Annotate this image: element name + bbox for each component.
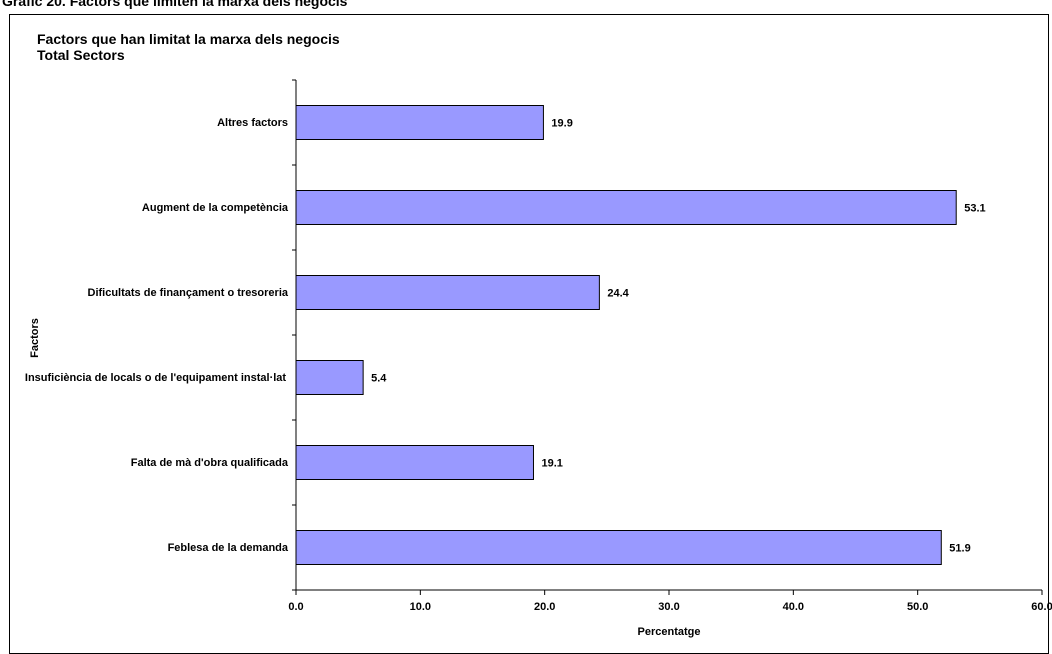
x-tick-label: 0.0 [288,601,303,613]
chart-subtitle: Total Sectors [37,47,125,63]
category-label: Altres factors [217,116,288,129]
bar [295,360,364,395]
bar [295,275,600,310]
x-tick-label: 30.0 [658,601,679,613]
category-label: Feblesa de la demanda [167,541,288,554]
figure-header: Gràfic 20. Factors que limiten la marxa … [2,0,348,9]
bar [295,445,534,480]
x-tick-label: 20.0 [534,601,555,613]
chart-title-block: Factors que han limitat la marxa dels ne… [37,31,340,63]
bar-value-label: 53.1 [964,203,985,215]
chart-title: Factors que han limitat la marxa dels ne… [37,31,340,47]
category-label: Insuficiència de locals o de l'equipamen… [24,371,287,384]
bar-value-label: 51.9 [949,543,970,555]
bar-value-label: 24.4 [607,288,629,300]
category-label: Falta de mà d'obra qualificada [130,456,288,469]
category-label: Augment de la competència [141,201,288,214]
x-tick-label: 40.0 [783,601,804,613]
bar-value-label: 19.1 [541,458,562,470]
x-tick-label: 50.0 [907,601,928,613]
x-tick-label: 10.0 [410,601,431,613]
category-label: Dificultats de finançament o tresoreria [87,286,289,299]
bar [295,190,957,225]
bar [295,105,544,140]
bar [295,530,942,565]
bar-value-label: 5.4 [371,373,387,385]
y-axis-label: Factors [29,318,41,358]
x-axis-label: Percentatge [638,626,701,638]
x-tick-label: 60.0 [1031,601,1052,613]
bar-value-label: 19.9 [551,118,572,130]
